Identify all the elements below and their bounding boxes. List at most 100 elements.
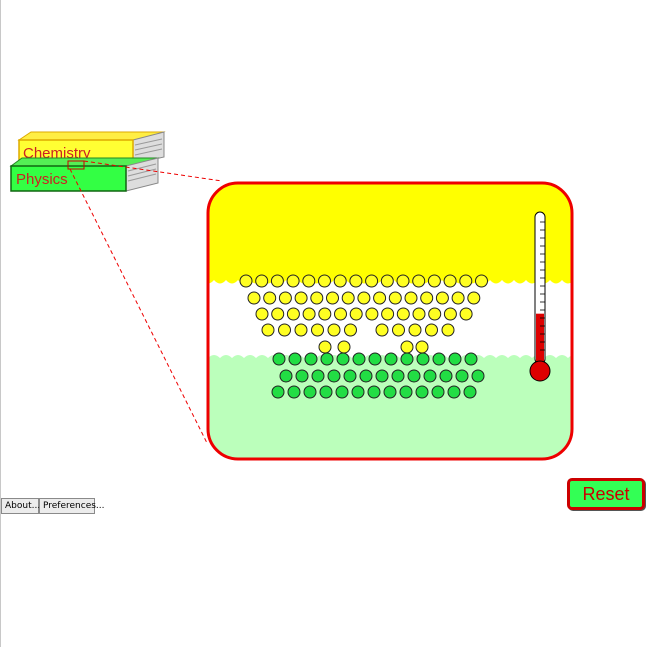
green-molecule — [336, 352, 350, 366]
yellow-molecule — [392, 323, 405, 337]
yellow-molecule — [443, 307, 457, 321]
yellow-molecule — [278, 291, 292, 305]
phase-container-fill — [208, 183, 572, 459]
yellow-molecule — [278, 323, 291, 337]
yellow-molecule — [396, 307, 410, 321]
yellow-molecule — [247, 291, 261, 305]
yellow-molecule — [412, 307, 426, 321]
green-molecule — [351, 385, 365, 399]
zoom-line-bottom — [69, 168, 208, 444]
yellow-molecule — [412, 274, 426, 288]
green-molecule — [352, 352, 366, 366]
yellow-molecule — [441, 323, 455, 337]
phase-container-border — [206, 181, 574, 461]
yellow-molecule — [415, 340, 429, 354]
yellow-molecule — [443, 274, 457, 288]
green-molecule — [319, 385, 333, 399]
green-molecule-group — [271, 352, 485, 399]
thermometer-bulb — [529, 360, 551, 382]
green-molecule — [400, 352, 414, 366]
yellow-molecule — [255, 274, 269, 288]
green-molecule — [416, 352, 430, 366]
yellow-molecule — [400, 340, 414, 354]
yellow-molecule-group — [239, 274, 488, 354]
zoom-source-marker — [67, 160, 85, 170]
yellow-molecule — [365, 274, 379, 288]
green-molecule — [304, 352, 318, 366]
green-molecule — [471, 369, 485, 383]
green-molecule — [327, 369, 341, 383]
yellow-molecule — [261, 323, 275, 337]
green-molecule — [431, 385, 445, 399]
yellow-molecule — [396, 274, 410, 288]
green-molecule — [464, 352, 478, 366]
green-molecule — [368, 352, 382, 366]
green-molecule — [287, 385, 301, 399]
book-stack[interactable]: Chemistry Physics — [9, 131, 166, 192]
yellow-molecule — [467, 291, 481, 305]
green-molecule — [383, 385, 397, 399]
yellow-molecule — [380, 274, 394, 288]
green-molecule — [407, 369, 421, 383]
yellow-molecule — [344, 323, 357, 337]
yellow-molecule — [286, 307, 300, 321]
yellow-molecule — [408, 323, 422, 337]
green-molecule — [447, 385, 461, 399]
upper-phase-region — [208, 183, 572, 284]
green-molecule — [384, 352, 398, 366]
yellow-molecule — [302, 274, 316, 288]
green-molecule — [320, 352, 334, 366]
chemistry-book[interactable]: Chemistry — [17, 131, 166, 165]
green-molecule — [455, 369, 469, 383]
yellow-molecule — [475, 274, 488, 288]
yellow-molecule — [318, 307, 332, 321]
yellow-molecule — [263, 291, 277, 305]
thermometer-fluid — [536, 313, 544, 368]
yellow-molecule — [420, 291, 434, 305]
green-molecule — [303, 385, 317, 399]
yellow-molecule — [388, 291, 402, 305]
green-molecule — [271, 385, 285, 399]
about-button[interactable]: About... — [1, 498, 40, 514]
green-molecule — [448, 352, 462, 366]
yellow-molecule — [425, 323, 438, 337]
green-molecule — [279, 369, 293, 383]
preferences-button[interactable]: Preferences... — [39, 498, 105, 514]
yellow-molecule — [459, 274, 473, 288]
green-molecule — [432, 352, 446, 366]
yellow-molecule — [451, 291, 465, 305]
yellow-molecule — [349, 274, 363, 288]
green-molecule — [391, 369, 405, 383]
yellow-molecule — [435, 291, 449, 305]
yellow-molecule — [294, 323, 308, 337]
yellow-molecule — [302, 307, 316, 321]
yellow-molecule — [318, 340, 332, 354]
green-molecule — [335, 385, 349, 399]
green-molecule — [272, 352, 286, 366]
green-molecule — [463, 385, 477, 399]
green-molecule — [399, 385, 413, 399]
yellow-molecule — [311, 323, 324, 337]
yellow-molecule — [255, 307, 269, 321]
lower-phase-region — [208, 355, 572, 459]
yellow-molecule — [333, 274, 347, 288]
yellow-molecule — [334, 307, 347, 321]
yellow-molecule — [271, 307, 285, 321]
green-molecule — [343, 369, 357, 383]
yellow-molecule — [349, 307, 363, 321]
reset-button[interactable]: Reset — [567, 478, 645, 510]
yellow-molecule — [427, 274, 441, 288]
yellow-molecule — [318, 274, 331, 288]
green-molecule — [367, 385, 381, 399]
green-molecule — [359, 369, 373, 383]
green-molecule — [423, 369, 437, 383]
green-molecule — [311, 369, 325, 383]
yellow-molecule — [239, 274, 253, 288]
yellow-molecule — [381, 307, 395, 321]
yellow-molecule — [286, 274, 300, 288]
yellow-molecule — [365, 307, 379, 321]
green-molecule — [415, 385, 429, 399]
yellow-molecule — [404, 291, 418, 305]
green-molecule — [288, 352, 302, 366]
